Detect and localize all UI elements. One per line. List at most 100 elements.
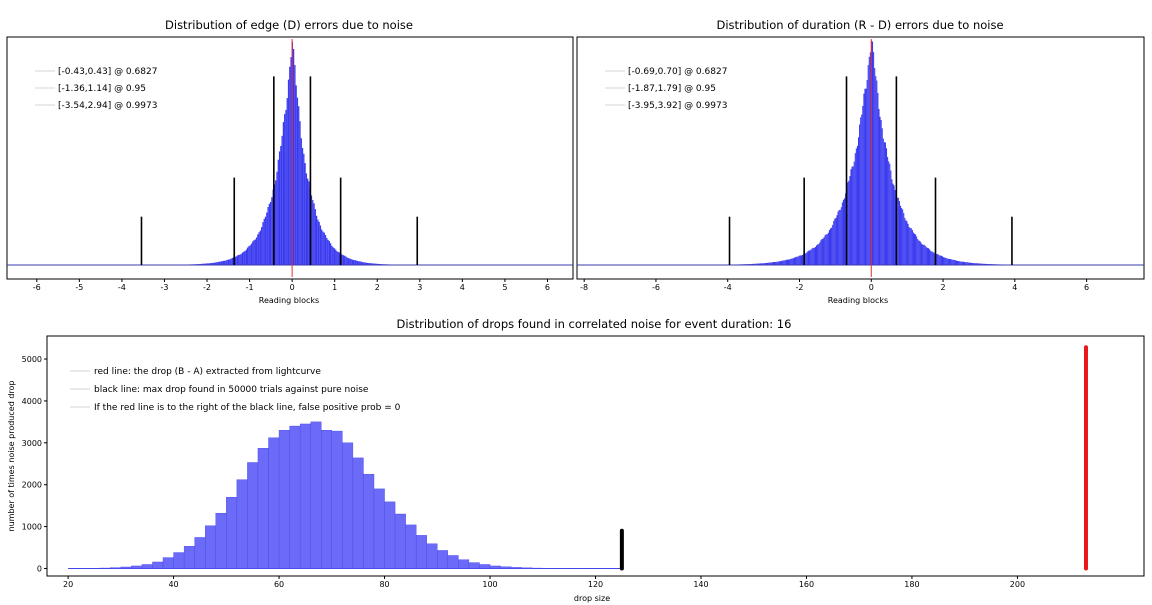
edge-bar: [281, 135, 283, 265]
duration-bar: [766, 262, 768, 265]
duration-x-tick-label: 6: [1084, 283, 1089, 292]
duration-bar: [946, 258, 948, 265]
duration-bar: [878, 108, 880, 266]
drop-reference-lines: [619, 345, 1088, 571]
duration-bar: [856, 145, 858, 265]
edge-histogram-bars: [7, 41, 573, 266]
drop-bar: [310, 421, 322, 569]
edge-bar: [351, 259, 353, 265]
edge-bar: [321, 229, 323, 265]
edge-bar: [250, 243, 253, 265]
duration-x-tick-label: -8: [580, 283, 588, 292]
edge-bar: [352, 259, 355, 265]
edge-bar: [289, 66, 291, 265]
edge-bar: [257, 234, 259, 265]
duration-bar: [902, 209, 904, 265]
edge-bar: [367, 262, 369, 265]
edge-bar: [220, 261, 222, 265]
duration-bar: [833, 220, 835, 265]
edge-bar: [267, 206, 269, 265]
duration-x-tick-label: 2: [940, 283, 945, 292]
duration-bar: [755, 263, 757, 265]
duration-bar: [754, 263, 756, 265]
drop-x-tick-label: 80: [379, 580, 389, 589]
drop-bar: [194, 537, 206, 569]
drop-bar: [373, 488, 385, 569]
edge-bar: [202, 263, 204, 265]
duration-bar: [850, 169, 852, 265]
duration-bar: [947, 258, 949, 265]
duration-bar: [945, 257, 947, 265]
drop-legend-entry: black line: max drop found in 50000 tria…: [94, 385, 369, 395]
edge-bar: [298, 106, 300, 265]
duration-bar: [800, 255, 803, 265]
duration-bar: [807, 251, 809, 265]
duration-x-tick-label: 4: [1012, 283, 1017, 292]
edge-bar: [287, 79, 290, 265]
duration-bar: [802, 254, 804, 265]
edge-bar: [290, 57, 292, 266]
duration-bar: [880, 119, 882, 266]
edge-x-tick-label: -6: [33, 283, 41, 292]
edge-bar: [268, 203, 270, 265]
duration-bar: [785, 259, 787, 265]
edge-bar: [282, 122, 285, 265]
drop-legend-entry: If the red line is to the right of the b…: [94, 403, 401, 413]
edge-bar: [284, 114, 286, 266]
edge-bar: [315, 215, 318, 265]
duration-bar: [767, 262, 769, 265]
duration-bar: [828, 229, 830, 265]
drop-bar: [205, 525, 216, 569]
edge-legend: [-0.43,0.43] @ 0.6827 [-1.36,1.14] @ 0.95…: [35, 67, 157, 111]
edge-bar: [218, 261, 221, 265]
edge-bar: [307, 178, 309, 265]
edge-bar: [347, 258, 350, 265]
duration-bar: [940, 255, 942, 265]
duration-bar: [784, 260, 786, 265]
duration-bar: [898, 201, 900, 265]
edge-bar: [263, 218, 265, 265]
duration-bar: [901, 208, 903, 265]
duration-bar: [933, 252, 935, 265]
duration-bar: [968, 262, 970, 265]
edge-bar: [239, 254, 241, 265]
duration-bar: [862, 105, 864, 265]
duration-bar: [763, 263, 765, 265]
edge-bar: [310, 195, 313, 265]
edge-bar: [245, 249, 248, 265]
duration-bar: [948, 258, 950, 265]
duration-bar: [952, 259, 954, 265]
edge-x-axis-label: Reading blocks: [259, 296, 319, 305]
edge-bar: [270, 202, 272, 265]
duration-bar: [937, 254, 939, 265]
duration-bar: [780, 261, 782, 265]
duration-x-tick-label: 0: [869, 283, 874, 292]
duration-bar: [774, 262, 776, 265]
duration-bar: [879, 116, 881, 265]
edge-x-tick-label: 6: [545, 283, 550, 292]
edge-x-tick-label: -1: [246, 283, 254, 292]
duration-bar: [982, 263, 984, 265]
edge-bar: [207, 263, 209, 265]
duration-bar: [875, 76, 877, 265]
duration-bar: [775, 262, 777, 265]
duration-bar: [826, 234, 828, 265]
edge-x-axis-ticks: -6 -5 -4 -3 -2 -1 0 1 2 3 4 5 6: [33, 279, 550, 292]
edge-bar: [356, 260, 359, 265]
duration-bar: [776, 261, 778, 265]
drop-bar: [363, 474, 375, 569]
edge-bar: [208, 263, 210, 265]
duration-error-chart: Distribution of duration (R - D) errors …: [576, 18, 1145, 305]
edge-bar: [216, 262, 218, 265]
duration-bar: [794, 257, 796, 265]
duration-bar: [905, 220, 907, 265]
drop-y-tick-label: 0: [37, 564, 42, 573]
duration-bar: [907, 223, 909, 265]
edge-bar: [303, 153, 305, 265]
duration-bar: [851, 166, 853, 265]
edge-bar: [217, 261, 219, 265]
drop-bar: [289, 425, 301, 569]
edge-bar: [312, 200, 314, 265]
drop-bar: [236, 479, 248, 569]
edge-bar: [226, 259, 228, 265]
